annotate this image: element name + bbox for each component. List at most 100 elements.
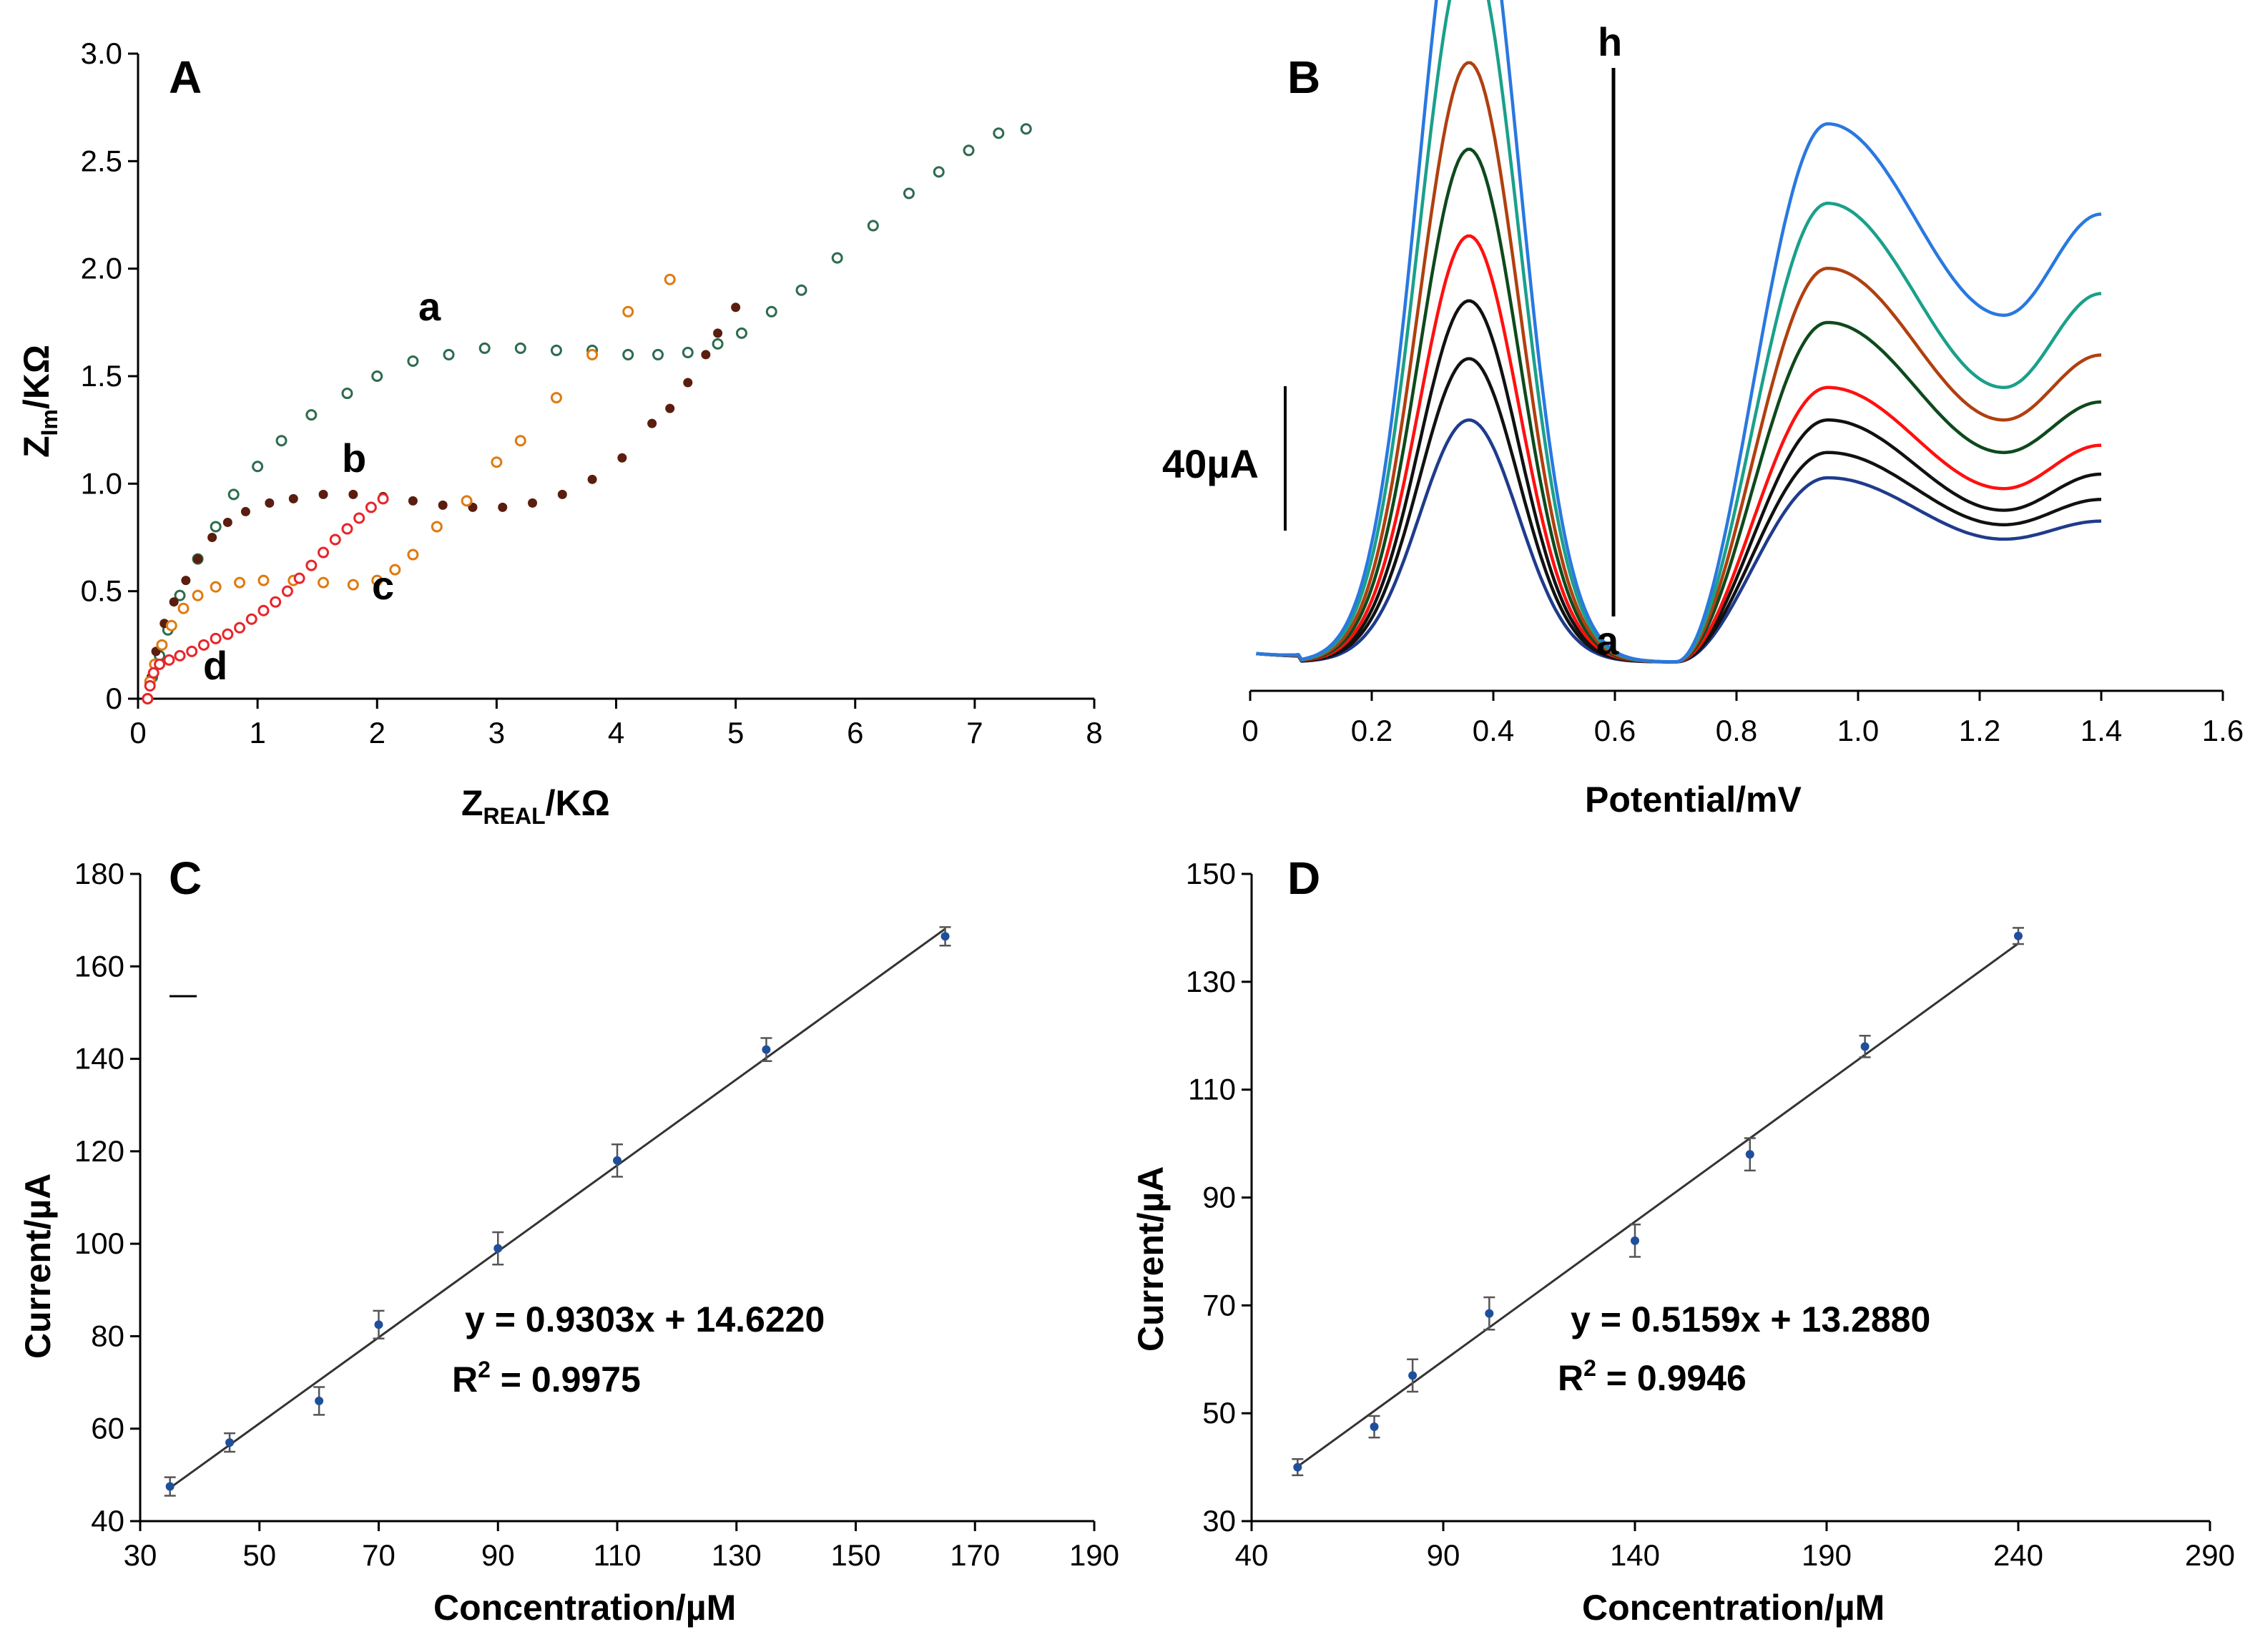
panel-a-point-d <box>377 493 389 505</box>
panel-d-marker <box>2014 931 2023 940</box>
panel-a-point-a <box>622 348 634 360</box>
panel-c-x-label: Concentration/µM <box>433 1588 736 1628</box>
panel-a-label: A <box>169 51 202 103</box>
panel-a-point-b <box>701 350 711 360</box>
panel-d-x-tick-label: 140 <box>1610 1538 1660 1572</box>
panel-d-marker <box>1745 1150 1754 1159</box>
panel-a-point-c <box>177 602 190 614</box>
panel-d-y-tick-label: 70 <box>1202 1288 1236 1322</box>
panel-a-y-label-main: Z <box>16 436 57 458</box>
panel-d-x-tick-label: 90 <box>1427 1538 1460 1572</box>
panel-b-series <box>1256 0 2102 664</box>
panel-a-y-tick-label: 0.5 <box>81 574 122 608</box>
panel-b-x-tick-label: 0 <box>1242 714 1258 747</box>
panel-c-data-point <box>939 926 951 947</box>
panel-a-point-d <box>154 658 166 670</box>
panel-a-point-b <box>207 533 217 542</box>
panel-c-data-point <box>492 1231 504 1266</box>
panel-d-r2-sup: 2 <box>1583 1355 1596 1381</box>
panel-a-point-b <box>288 493 298 503</box>
panel-d-y-tick-label: 110 <box>1188 1073 1236 1106</box>
panel-a-point-a <box>341 388 353 400</box>
panel-a-y-tick-label: 1.5 <box>81 359 122 393</box>
panel-c-x-tick-label: 190 <box>1069 1538 1119 1572</box>
panel-a-curve-label-b: b <box>342 436 366 481</box>
panel-a-point-b <box>557 489 567 499</box>
panel-a-curve-label-a: a <box>418 284 441 329</box>
panel-d-data-point <box>1483 1296 1495 1331</box>
panel-b-arrow-top-label: h <box>1598 19 1622 64</box>
panel-a-point-d <box>144 679 156 692</box>
panel-d-marker <box>1631 1236 1639 1245</box>
panel-a-point-a <box>735 327 747 339</box>
panel-c-x-tick-label: 110 <box>594 1538 642 1572</box>
panel-b-x-ticks: 0 0.2 0.4 0.6 0.8 1.0 1.2 1.4 1.6 <box>1242 691 2244 747</box>
panel-a-point-a <box>227 488 240 501</box>
panel-c-marker <box>165 1482 175 1491</box>
panel-a-point-c <box>318 576 330 589</box>
panel-b-arrow-bottom-label: a <box>1596 618 1619 663</box>
panel-a-point-a <box>831 252 843 264</box>
panel-a-point-c <box>664 273 676 285</box>
panel-a-point-b <box>713 328 723 338</box>
panel-a-point-d <box>281 585 293 597</box>
panel-a-point-a <box>550 344 562 356</box>
panel-a-curve-label-d: d <box>203 643 227 688</box>
panel-a-point-d <box>341 523 353 535</box>
panel-b-x-tick-label: 0.8 <box>1716 714 1757 747</box>
panel-a-point-b <box>587 474 597 484</box>
panel-c-marker <box>315 1396 324 1405</box>
panel-c: C 30 50 70 90 110 130 150 170 190 40 60 80 100 120 14… <box>18 852 1119 1628</box>
panel-b-x-tick-label: 0.4 <box>1473 714 1514 747</box>
panel-a-point-b <box>731 303 741 313</box>
panel-a-x-label: ZREAL/KΩ <box>461 783 610 829</box>
panel-a-point-c <box>461 495 473 507</box>
panel-a-point-a <box>174 589 186 601</box>
panel-a-point-d <box>365 501 377 513</box>
panel-c-x-tick-label: 150 <box>830 1538 880 1572</box>
panel-d-r2-prefix: R <box>1558 1358 1583 1398</box>
panel-a-point-c <box>389 564 401 576</box>
panel-a-point-d <box>163 654 175 666</box>
panel-a-point-c <box>210 581 222 593</box>
panel-d-fit-line <box>1297 943 2019 1467</box>
panel-c-fit <box>169 928 946 1489</box>
panel-c-points <box>164 926 951 1497</box>
panel-a-point-a <box>252 461 264 473</box>
panel-a-x-tick-label: 7 <box>966 716 983 749</box>
panel-b-scale-bar-label: 40µA <box>1162 441 1259 486</box>
panel-d-marker <box>1485 1309 1494 1318</box>
panel-d-r2-value: = 0.9946 <box>1596 1358 1747 1398</box>
panel-a-point-d <box>329 534 341 546</box>
panel-a-point-b <box>408 496 418 506</box>
panel-a-y-tick-label: 0 <box>106 682 122 715</box>
panel-a-point-d <box>234 621 246 634</box>
panel-d-y-tick-label: 30 <box>1202 1504 1236 1538</box>
panel-a-point-b <box>181 576 191 586</box>
panel-b: B 0 0.2 0.4 0.6 0.8 1.0 1.2 1.4 1.6 40µA h a Pot… <box>1162 0 2244 820</box>
panel-d-y-tick-label: 50 <box>1202 1396 1236 1430</box>
panel-a-x-label-main: Z <box>461 783 483 823</box>
panel-a-point-c <box>192 589 204 601</box>
panel-c-label: C <box>169 852 202 904</box>
panel-c-fit-line <box>169 928 946 1489</box>
panel-a-x-ticks: 0 1 2 3 4 5 6 7 8 <box>129 699 1103 749</box>
panel-b-label: B <box>1287 51 1320 103</box>
panel-a-point-d <box>353 512 365 524</box>
panel-d-marker <box>1293 1462 1302 1472</box>
panel-a-point-b <box>318 489 328 499</box>
panel-a-point-a <box>514 342 526 354</box>
panel-a-point-c <box>514 435 526 447</box>
panel-c-r2: R2 = 0.9975 <box>452 1357 641 1400</box>
panel-d-marker <box>1408 1371 1418 1380</box>
panel-b-x-tick-label: 1.6 <box>2202 714 2244 747</box>
panel-a-point-c <box>347 579 359 591</box>
panel-b-x-tick-label: 1.4 <box>2081 714 2122 747</box>
panel-c-x-tick-label: 90 <box>481 1538 515 1572</box>
panel-d-marker <box>1860 1042 1870 1051</box>
panel-d-fit <box>1297 943 2019 1467</box>
panel-c-r2-sup: 2 <box>478 1357 491 1382</box>
panel-a-x-tick-label: 0 <box>129 716 146 749</box>
panel-a-point-b <box>193 554 203 564</box>
